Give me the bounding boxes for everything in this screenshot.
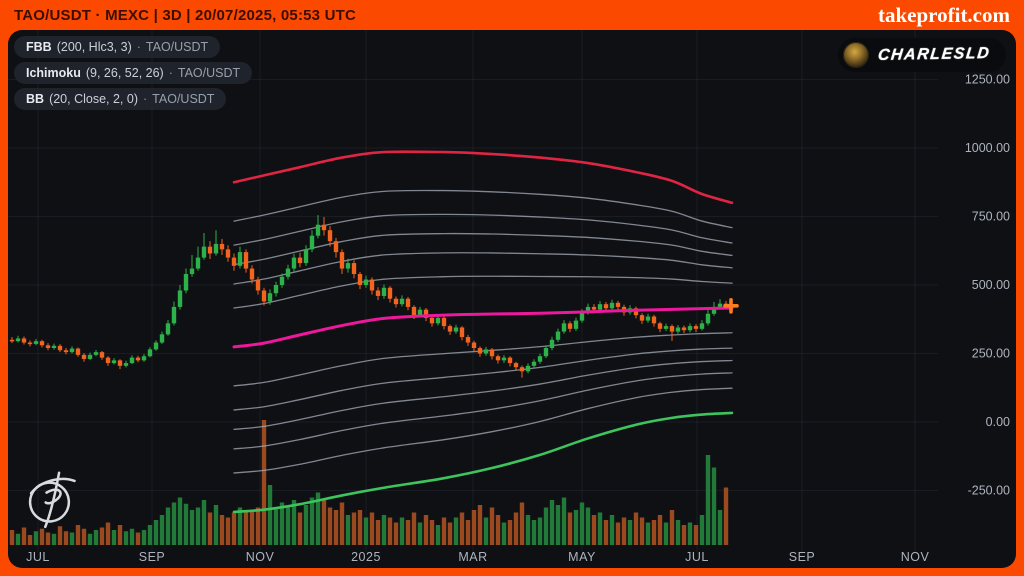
last-price-marker <box>723 298 739 314</box>
y-axis-label: 250.00 <box>972 347 1010 361</box>
axis-labels[interactable]: 1250.00 1000.00 750.00 500.00 250.00 0.00 -250… <box>26 73 1010 565</box>
x-axis-label: JUL <box>685 550 709 564</box>
x-axis-label: SEP <box>789 550 816 564</box>
candles <box>9 215 729 378</box>
x-axis-label: MAY <box>568 550 596 564</box>
y-axis-label: 0.00 <box>986 415 1010 429</box>
user-avatar <box>842 42 869 68</box>
x-axis-label: NOV <box>246 550 275 564</box>
user-badge: CHARLESLD <box>837 38 1006 72</box>
indicator-params: (9, 26, 52, 26) <box>85 66 164 80</box>
x-axis-label: JUL <box>26 550 50 564</box>
y-axis-label: 1250.00 <box>965 73 1010 87</box>
x-axis-label: 2025 <box>351 550 381 564</box>
grid-lines <box>8 30 938 552</box>
indicator-pill-ichimoku[interactable]: Ichimoku (9, 26, 52, 26) · TAO/USDT <box>14 62 253 84</box>
indicator-name: Ichimoku <box>26 66 81 80</box>
y-axis-label: 500.00 <box>972 278 1010 292</box>
brand-logo-text: takeprofit.com <box>878 2 1010 27</box>
y-axis-label: 750.00 <box>972 210 1010 224</box>
header-bar: TAO/USDT · MEXC | 3D | 20/07/2025, 05:53… <box>0 0 1024 30</box>
x-axis-label: SEP <box>139 550 166 564</box>
y-axis-label: -250.00 <box>968 484 1010 498</box>
price-chart-canvas[interactable]: 1250.00 1000.00 750.00 500.00 250.00 0.00 -250… <box>8 30 1016 568</box>
indicator-name: BB <box>26 92 45 106</box>
indicator-params: (200, Hlc3, 3) <box>56 40 132 54</box>
fbb-main-bands <box>232 150 734 514</box>
volume-bars <box>9 420 729 545</box>
indicator-params: (20, Close, 2, 0) <box>49 92 138 106</box>
indicator-pill-fbb[interactable]: FBB (200, Hlc3, 3) · TAO/USDT <box>14 36 221 58</box>
indicator-symbol: TAO/USDT <box>145 40 209 54</box>
x-axis-label: NOV <box>901 550 930 564</box>
y-axis-label: 1000.00 <box>965 141 1010 155</box>
legend-separator: · <box>136 40 141 54</box>
indicator-legend: FBB (200, Hlc3, 3) · TAO/USDT Ichimoku (… <box>14 36 253 110</box>
username-label: CHARLESLD <box>876 45 992 64</box>
legend-separator: · <box>168 66 173 80</box>
fbb-fib-bands <box>233 189 733 474</box>
indicator-name: FBB <box>26 40 52 54</box>
indicator-symbol: TAO/USDT <box>177 66 241 80</box>
chart-panel: 1250.00 1000.00 750.00 500.00 250.00 0.00 -250… <box>8 30 1016 568</box>
chart-title: TAO/USDT · MEXC | 3D | 20/07/2025, 05:53… <box>14 6 357 24</box>
indicator-symbol: TAO/USDT <box>152 92 215 106</box>
legend-separator: · <box>143 92 148 106</box>
takeprofit-logo-watermark <box>28 471 76 529</box>
indicator-pill-bb[interactable]: BB (20, Close, 2, 0) · TAO/USDT <box>14 88 227 110</box>
x-axis-label: MAR <box>458 550 487 564</box>
